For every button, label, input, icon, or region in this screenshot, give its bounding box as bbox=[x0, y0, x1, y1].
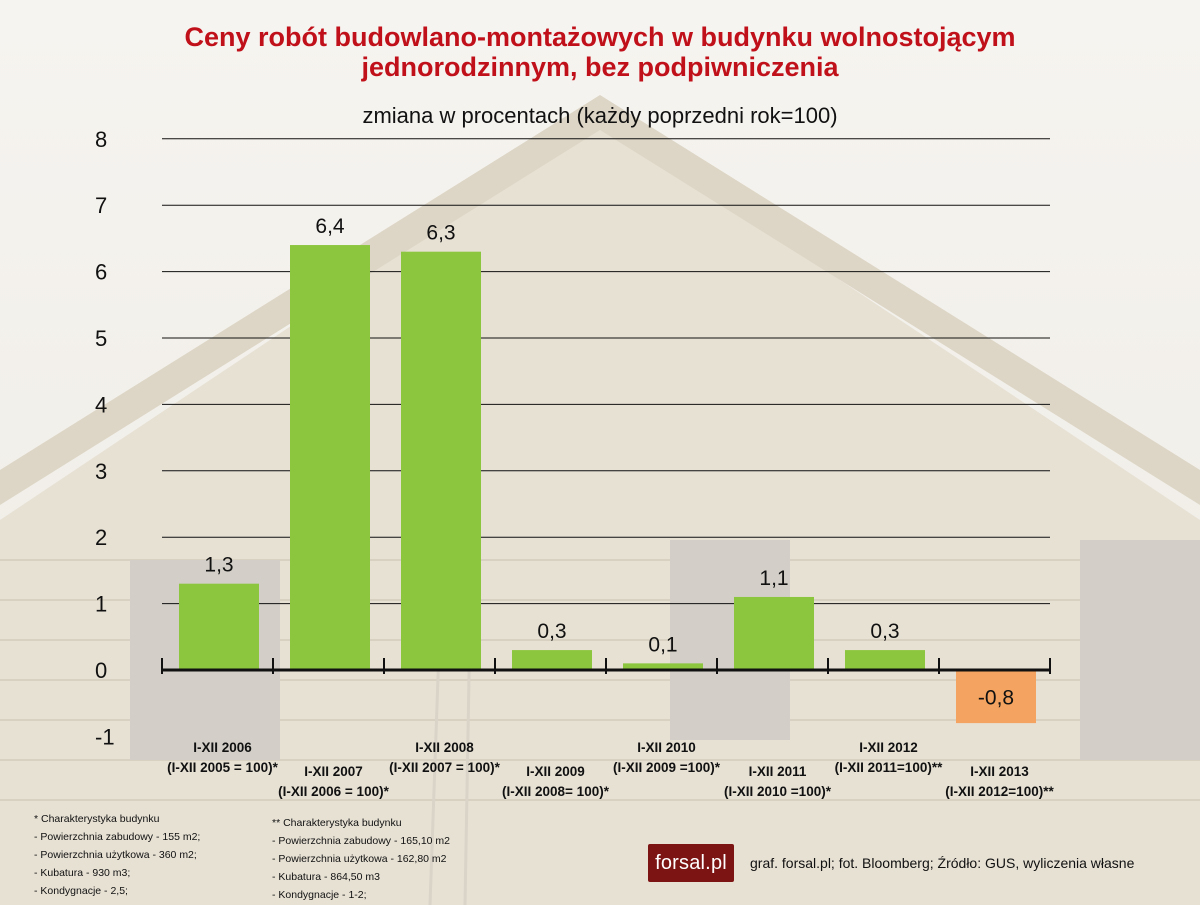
y-tick-label: 6 bbox=[95, 260, 107, 285]
value-label: 6,3 bbox=[426, 222, 455, 245]
bar bbox=[956, 670, 1036, 724]
x-tick-label: I-XII 2010 bbox=[637, 740, 696, 755]
value-label: 1,3 bbox=[204, 554, 233, 577]
y-tick-label: 1 bbox=[95, 592, 107, 617]
footnote-item: - Kubatura - 930 m3; bbox=[34, 867, 131, 879]
x-tick-label: (I-XII 2005 = 100)* bbox=[167, 760, 278, 775]
footnote-heading: * Charakterystyka budynku bbox=[34, 813, 160, 825]
x-tick-label: I-XII 2007 bbox=[304, 764, 363, 779]
y-axis-tick-labels: -1 0 1 2 3 4 5 6 7 8 bbox=[95, 127, 115, 750]
x-tick-label: (I-XII 2011=100)** bbox=[835, 760, 943, 775]
footnote-item: - Powierzchnia użytkowa - 360 m2; bbox=[34, 849, 197, 861]
value-label: 0,1 bbox=[648, 633, 677, 656]
bar bbox=[623, 663, 703, 670]
bar bbox=[512, 650, 592, 670]
chart-title-line-2: jednorodzinnym, bez podpiwniczenia bbox=[361, 52, 839, 82]
bar bbox=[179, 583, 259, 670]
x-tick-label: I-XII 2013 bbox=[970, 764, 1029, 779]
x-axis-category-labels: I-XII 2006 (I-XII 2005 = 100)* I-XII 2007 (… bbox=[167, 740, 1054, 799]
bar bbox=[734, 596, 814, 670]
footnote-heading: ** Charakterystyka budynku bbox=[272, 817, 402, 829]
footnote-item: - Powierzchnia zabudowy - 155 m2; bbox=[34, 831, 201, 843]
bar bbox=[290, 245, 370, 671]
x-tick-label: (I-XII 2007 = 100)* bbox=[389, 760, 500, 775]
value-label: 1,1 bbox=[759, 567, 788, 590]
x-tick-label: I-XII 2008 bbox=[415, 740, 474, 755]
x-tick-label: I-XII 2006 bbox=[193, 740, 252, 755]
footnote-building-2: ** Charakterystyka budynku - Powierzchni… bbox=[272, 814, 450, 904]
x-tick-label: (I-XII 2008= 100)* bbox=[502, 784, 610, 799]
bar bbox=[845, 650, 925, 670]
x-tick-label: (I-XII 2009 =100)* bbox=[613, 760, 721, 775]
x-tick-label: (I-XII 2012=100)** bbox=[945, 784, 1054, 799]
y-tick-label: 0 bbox=[95, 658, 107, 683]
y-tick-label: 2 bbox=[95, 525, 107, 550]
footnote-item: - Powierzchnia zabudowy - 165,10 m2 bbox=[272, 835, 451, 847]
bars bbox=[179, 245, 1036, 724]
y-tick-label: 8 bbox=[95, 127, 107, 152]
x-tick-label: I-XII 2011 bbox=[749, 764, 807, 779]
x-tick-label: I-XII 2012 bbox=[859, 740, 918, 755]
source-credit: graf. forsal.pl; fot. Bloomberg; Źródło:… bbox=[750, 855, 1135, 871]
footnote-item: - Kondygnacje - 2,5; bbox=[34, 885, 128, 897]
y-tick-label: 4 bbox=[95, 392, 107, 417]
footnote-building-1: * Charakterystyka budynku - Powierzchnia… bbox=[34, 810, 200, 900]
y-tick-label: -1 bbox=[95, 724, 115, 749]
footnote-item: - Kondygnacje - 1-2; bbox=[272, 889, 367, 901]
value-label: 0,3 bbox=[537, 620, 566, 643]
forsal-logo: forsal.pl bbox=[648, 844, 734, 882]
logo-text: forsal.pl bbox=[655, 851, 727, 874]
value-label: 6,4 bbox=[315, 215, 345, 238]
value-label: 0,3 bbox=[870, 620, 899, 643]
x-tick-label: (I-XII 2010 =100)* bbox=[724, 784, 832, 799]
bar bbox=[401, 251, 481, 670]
footnote-item: - Powierzchnia użytkowa - 162,80 m2 bbox=[272, 853, 447, 865]
value-labels: 1,3 6,4 6,3 0,3 0,1 1,1 0,3 -0,8 bbox=[204, 215, 1014, 710]
x-axis bbox=[161, 658, 1051, 674]
x-tick-label: (I-XII 2006 = 100)* bbox=[278, 784, 389, 799]
chart-title-line-1: Ceny robót budowlano-montażowych w budyn… bbox=[184, 22, 1016, 52]
y-tick-label: 5 bbox=[95, 326, 107, 351]
value-label: -0,8 bbox=[978, 687, 1014, 710]
x-tick-label: I-XII 2009 bbox=[526, 764, 585, 779]
chart-subtitle: zmiana w procentach (każdy poprzedni rok… bbox=[362, 103, 838, 128]
footnote-item: - Kubatura - 864,50 m3 bbox=[272, 871, 380, 883]
y-tick-label: 7 bbox=[95, 193, 107, 218]
y-tick-label: 3 bbox=[95, 459, 107, 484]
